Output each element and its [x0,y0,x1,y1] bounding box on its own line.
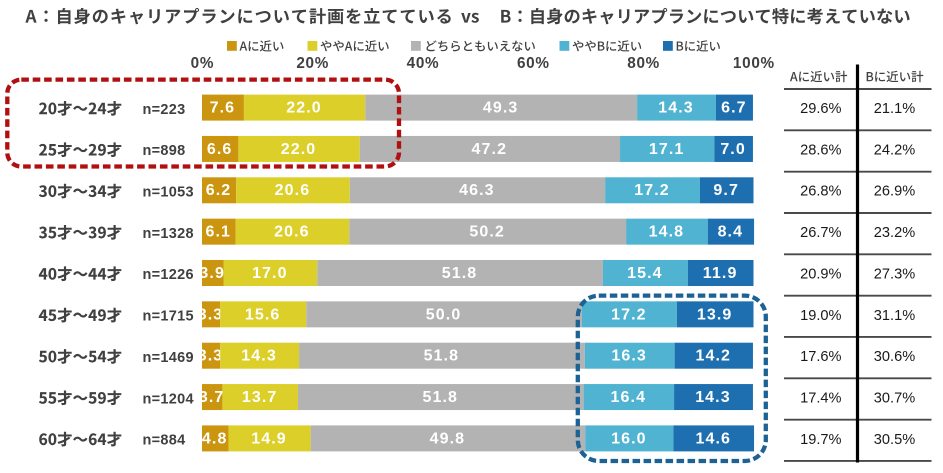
svg-text:26.7%: 26.7% [800,225,841,241]
svg-text:14.2: 14.2 [695,348,731,365]
svg-text:17.1: 17.1 [649,141,685,158]
svg-text:17.0: 17.0 [252,265,288,282]
svg-text:3.3: 3.3 [198,306,224,323]
svg-text:14.3: 14.3 [658,100,694,117]
svg-text:15.6: 15.6 [245,306,281,323]
svg-text:4.8: 4.8 [202,430,228,447]
svg-text:47.2: 47.2 [472,141,508,158]
svg-text:24.2%: 24.2% [874,142,915,158]
svg-text:50.2: 50.2 [469,224,505,241]
svg-text:6.1: 6.1 [205,224,231,241]
svg-text:14.3: 14.3 [241,348,277,365]
svg-text:n=1469: n=1469 [143,350,194,366]
svg-text:17.2: 17.2 [611,306,647,323]
svg-text:14.6: 14.6 [695,430,731,447]
svg-text:n=1053: n=1053 [143,185,194,201]
svg-text:8.4: 8.4 [718,224,744,241]
svg-text:20.6: 20.6 [274,224,310,241]
svg-text:n=1328: n=1328 [143,226,194,242]
svg-text:14.3: 14.3 [695,389,731,406]
svg-text:16.3: 16.3 [611,348,647,365]
svg-text:14.9: 14.9 [251,430,287,447]
svg-text:n=1715: n=1715 [143,309,194,325]
svg-text:51.8: 51.8 [442,265,478,282]
svg-text:19.7%: 19.7% [800,432,841,448]
svg-text:6.6: 6.6 [207,141,233,158]
svg-text:31.1%: 31.1% [874,308,915,324]
svg-text:17.6%: 17.6% [800,349,841,365]
svg-text:20%: 20% [296,55,329,72]
svg-text:11.9: 11.9 [703,265,738,282]
svg-text:13.9: 13.9 [697,306,733,323]
svg-text:0%: 0% [191,55,215,72]
svg-text:n=1204: n=1204 [143,391,194,407]
svg-text:46.3: 46.3 [459,182,495,199]
svg-text:3.9: 3.9 [199,265,225,282]
svg-text:15.4: 15.4 [627,265,663,282]
svg-text:n=898: n=898 [143,143,186,159]
svg-text:21.1%: 21.1% [874,101,915,117]
svg-text:80%: 80% [627,55,660,72]
svg-text:3.3: 3.3 [198,348,224,365]
svg-text:3.7: 3.7 [199,389,225,406]
svg-text:16.4: 16.4 [611,389,647,406]
svg-text:49.8: 49.8 [430,430,466,447]
svg-text:60%: 60% [517,55,550,72]
svg-text:23.2%: 23.2% [874,225,915,241]
svg-text:26.9%: 26.9% [874,184,915,200]
svg-text:17.4%: 17.4% [800,390,841,406]
svg-text:n=884: n=884 [143,433,186,449]
svg-text:14.8: 14.8 [649,224,685,241]
svg-text:50.0: 50.0 [426,306,462,323]
svg-text:n=1226: n=1226 [143,267,194,283]
svg-text:28.6%: 28.6% [800,142,841,158]
svg-text:22.0: 22.0 [281,141,317,158]
svg-text:29.6%: 29.6% [800,101,841,117]
svg-text:51.8: 51.8 [422,389,458,406]
svg-text:13.7: 13.7 [242,389,278,406]
svg-text:7.6: 7.6 [210,100,236,117]
svg-text:16.0: 16.0 [611,430,647,447]
svg-text:17.2: 17.2 [634,182,670,199]
svg-text:49.3: 49.3 [483,100,519,117]
svg-text:19.0%: 19.0% [800,308,841,324]
svg-text:27.3%: 27.3% [874,266,915,282]
svg-text:22.0: 22.0 [286,100,322,117]
svg-text:20.6: 20.6 [275,182,311,199]
svg-text:20.9%: 20.9% [800,266,841,282]
svg-text:6.7: 6.7 [721,100,747,117]
svg-text:30.7%: 30.7% [874,390,915,406]
svg-text:100%: 100% [733,55,775,72]
svg-text:6.2: 6.2 [206,182,232,199]
svg-text:30.6%: 30.6% [874,349,915,365]
svg-text:51.8: 51.8 [424,348,460,365]
svg-text:26.8%: 26.8% [800,184,841,200]
svg-text:7.0: 7.0 [720,141,746,158]
svg-text:40%: 40% [407,55,440,72]
svg-text:n=223: n=223 [143,102,186,118]
svg-text:9.7: 9.7 [713,182,739,199]
svg-text:30.5%: 30.5% [874,432,915,448]
